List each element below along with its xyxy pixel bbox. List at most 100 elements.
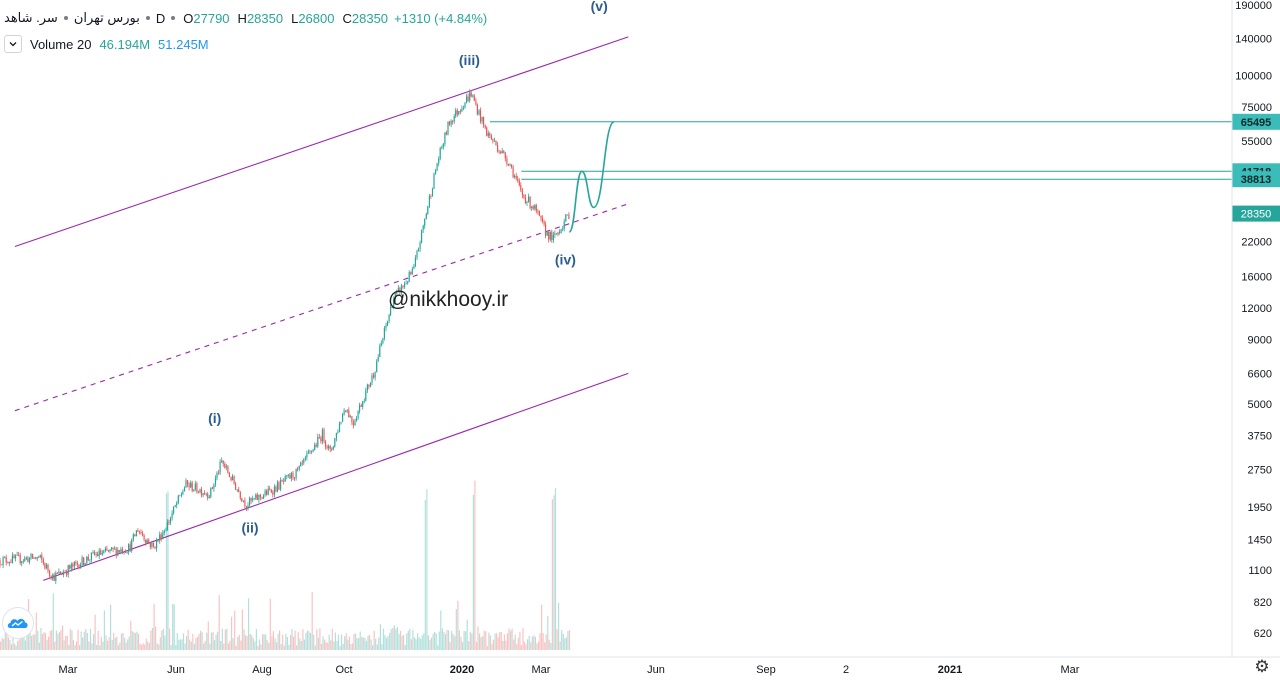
candle-body xyxy=(365,390,367,401)
volume-bar xyxy=(497,637,499,650)
volume-bar xyxy=(184,643,186,650)
y-tick-label: 9000 xyxy=(1248,334,1272,346)
candle-body xyxy=(318,436,320,438)
volume-bar xyxy=(122,633,124,650)
candle-body xyxy=(466,96,468,103)
candle-body xyxy=(397,287,399,291)
candle-body xyxy=(266,490,268,495)
volume-bar xyxy=(68,645,70,650)
timeframe[interactable]: D xyxy=(155,10,166,26)
candle-body xyxy=(444,132,446,144)
wave-label: (iv) xyxy=(555,252,576,268)
candle-body xyxy=(205,493,207,495)
candle-body xyxy=(546,232,548,236)
volume-bar xyxy=(319,628,321,650)
volume-bar xyxy=(145,638,147,650)
volume-bar xyxy=(511,628,513,650)
volume-bar xyxy=(44,633,47,650)
candle-body xyxy=(187,480,189,485)
volume-label[interactable]: Volume 20 xyxy=(30,36,92,52)
candle-body xyxy=(331,448,333,450)
volume-bar xyxy=(430,637,433,650)
candle-body xyxy=(200,489,203,496)
candle-body xyxy=(421,229,423,243)
volume-bar xyxy=(201,632,203,650)
candle-body xyxy=(18,554,20,556)
candle-body xyxy=(357,411,359,419)
wave-label: (i) xyxy=(208,410,221,426)
volume-bar xyxy=(29,631,31,650)
volume-bar xyxy=(368,634,371,650)
candle-body xyxy=(120,549,122,552)
candle-body xyxy=(247,505,249,508)
volume-bar xyxy=(179,639,181,650)
chevron-down-icon[interactable] xyxy=(4,35,22,53)
candle-body xyxy=(298,466,300,470)
volume-bar xyxy=(38,642,40,650)
x-tick-label: Mar xyxy=(532,664,551,676)
candle-body xyxy=(156,540,158,549)
volume-bar xyxy=(114,637,116,650)
volume-bar xyxy=(217,631,219,650)
candle-body xyxy=(388,315,390,321)
volume-bar xyxy=(492,639,495,650)
volume-bar xyxy=(306,630,309,650)
candle-body xyxy=(258,494,260,500)
volume-bar xyxy=(131,631,133,650)
x-tick-label: Jun xyxy=(167,664,185,676)
candle-body xyxy=(152,543,155,547)
volume-bar xyxy=(303,639,305,650)
candle-body xyxy=(472,95,474,97)
candle-body xyxy=(417,248,420,252)
candle-body xyxy=(267,488,269,495)
volume-bar xyxy=(82,637,84,650)
candle-body xyxy=(188,484,190,488)
candle-body xyxy=(461,108,463,112)
volume-bar xyxy=(120,633,123,650)
volume-bar xyxy=(111,639,113,650)
volume-bar xyxy=(350,644,352,650)
candle-body xyxy=(486,127,488,136)
candle-body xyxy=(566,214,568,216)
candle-body xyxy=(413,266,415,269)
volume-bar xyxy=(263,634,265,650)
projection-path xyxy=(568,121,615,233)
volume-bar xyxy=(269,598,271,650)
volume-bar xyxy=(37,630,39,650)
volume-bar xyxy=(426,489,428,650)
volume-bar xyxy=(212,632,214,650)
candle-body xyxy=(143,535,145,540)
low-value: 26800 xyxy=(298,10,335,26)
candle-body xyxy=(213,484,215,489)
volume-bar xyxy=(237,636,239,650)
symbol-name[interactable]: سر. شاهد xyxy=(4,10,58,25)
candle-body xyxy=(27,557,29,563)
candle-body xyxy=(10,562,12,563)
y-tick-label: 820 xyxy=(1254,597,1272,609)
candle-body xyxy=(73,561,75,567)
volume-bar xyxy=(308,631,310,650)
volume-bar xyxy=(553,495,555,650)
gear-icon[interactable]: ⚙ xyxy=(1254,657,1270,676)
candle-body xyxy=(275,486,277,492)
candle-body xyxy=(379,346,381,357)
volume-bar xyxy=(127,639,129,650)
tradingview-cloud-icon[interactable] xyxy=(3,608,33,638)
candle-body xyxy=(168,522,170,523)
volume-bar xyxy=(477,626,479,650)
candle-body xyxy=(242,500,244,502)
change-value: +1310 (+4.84%) xyxy=(394,10,488,26)
candle-body xyxy=(359,405,361,412)
candle-body xyxy=(532,206,534,209)
candle-body xyxy=(114,548,116,550)
candle-body xyxy=(447,121,449,135)
volume-bar xyxy=(161,630,163,650)
channel-middle-line xyxy=(14,203,629,412)
candle-body xyxy=(355,418,358,422)
candle-body xyxy=(157,540,159,542)
candle-body xyxy=(38,556,40,558)
candle-body xyxy=(270,489,272,493)
candle-body xyxy=(419,242,421,249)
volume-bar xyxy=(362,637,364,650)
